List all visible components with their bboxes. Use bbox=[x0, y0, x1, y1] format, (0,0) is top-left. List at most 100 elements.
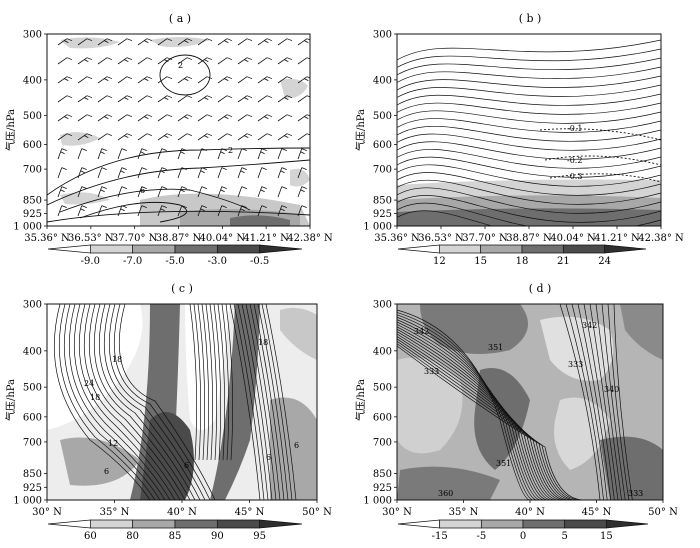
colorbar-segment bbox=[397, 244, 440, 254]
colorbar-segment bbox=[174, 244, 218, 254]
wind-barb bbox=[177, 167, 187, 179]
x-tick-label: 40.04° N bbox=[550, 233, 596, 244]
colorbar-segment bbox=[480, 519, 524, 529]
wind-barb bbox=[117, 186, 127, 198]
panel-b-contour-label: -0.2 bbox=[567, 156, 582, 165]
wind-barb bbox=[137, 57, 153, 65]
wind-barb bbox=[137, 167, 147, 179]
wind-barb bbox=[177, 114, 193, 122]
wind-barb bbox=[217, 186, 227, 198]
panel-c-contour-label: 6 bbox=[294, 441, 299, 450]
x-tick-label: 36.53° N bbox=[418, 233, 464, 244]
contour-line bbox=[189, 304, 198, 461]
x-tick-label: 40° N bbox=[167, 507, 197, 518]
panel-a-field bbox=[47, 34, 310, 226]
contour-line bbox=[53, 304, 151, 500]
wind-barb bbox=[217, 57, 233, 65]
wind-barb bbox=[97, 148, 107, 160]
wind-barb bbox=[177, 186, 187, 198]
panel-c-field bbox=[47, 304, 317, 500]
contour-line bbox=[213, 304, 222, 461]
x-tick-label: 42.38° N bbox=[638, 233, 684, 244]
streamline bbox=[397, 75, 661, 91]
contour-line bbox=[571, 304, 608, 500]
y-tick-label: 700 bbox=[23, 165, 42, 176]
wind-barb bbox=[277, 186, 287, 198]
contour-line bbox=[613, 304, 633, 500]
x-tick-label: 50° N bbox=[302, 507, 332, 518]
streamline bbox=[397, 141, 661, 160]
wind-barb bbox=[117, 76, 133, 84]
y-tick-label: 600 bbox=[373, 140, 392, 151]
wind-barb bbox=[117, 95, 133, 103]
contour-line bbox=[565, 304, 604, 500]
colorbar-label: 15 bbox=[474, 256, 487, 267]
x-tick-label: 38.87° N bbox=[506, 233, 552, 244]
contour-line bbox=[397, 326, 556, 500]
wind-barb bbox=[117, 133, 133, 141]
wind-barb bbox=[157, 133, 173, 141]
wind-barb bbox=[197, 133, 213, 141]
colorbar-segment bbox=[438, 244, 482, 254]
panel-b-field bbox=[397, 34, 661, 226]
x-tick-label: 40.04° N bbox=[200, 233, 246, 244]
panel-d-contour-label: 351 bbox=[496, 459, 511, 468]
wind-barb bbox=[57, 57, 73, 65]
colorbar-segment bbox=[259, 519, 303, 529]
wind-barb bbox=[197, 76, 213, 84]
colorbar-segment bbox=[132, 244, 176, 254]
wind-barb bbox=[177, 95, 193, 103]
contour-line bbox=[397, 324, 552, 500]
contour-line bbox=[397, 321, 549, 500]
wind-barb bbox=[117, 38, 133, 46]
wind-barb bbox=[277, 205, 287, 217]
y-tick-label: 300 bbox=[23, 30, 42, 41]
wind-barb bbox=[137, 76, 153, 84]
panel-d-contour-label: 351 bbox=[488, 343, 503, 352]
wind-barb bbox=[77, 205, 87, 217]
panel-b-contour-label: -0.3 bbox=[567, 172, 582, 181]
panel-d-contour-label: 342 bbox=[582, 321, 597, 330]
y-tick-label: 925 bbox=[373, 483, 392, 494]
panel-d-field bbox=[397, 304, 663, 500]
contour-line bbox=[397, 338, 574, 500]
wind-barb bbox=[157, 148, 167, 160]
x-tick-label: 35° N bbox=[100, 507, 130, 518]
wind-barb bbox=[77, 95, 93, 103]
colorbar-segment bbox=[562, 244, 606, 254]
wind-barb bbox=[77, 148, 87, 160]
colorbar-label: 15 bbox=[600, 531, 613, 542]
wind-barb bbox=[117, 114, 133, 122]
streamline bbox=[397, 187, 661, 214]
panel-c-contour-label: 6 bbox=[184, 461, 189, 470]
streamline bbox=[397, 133, 661, 151]
contour-line bbox=[261, 304, 293, 500]
wind-barb bbox=[117, 205, 127, 217]
contour-line bbox=[397, 312, 534, 500]
panel-a-ylabel: 气压/hPa bbox=[4, 109, 17, 151]
panel-c: ( c ) 气压/hPa 18 24 18 12 6 6 18 6 6 300 4… bbox=[4, 282, 332, 542]
wind-barb bbox=[257, 205, 267, 217]
y-tick-label: 300 bbox=[373, 300, 392, 311]
contour-line bbox=[241, 304, 273, 500]
contour-line bbox=[114, 304, 211, 500]
panel-d: ( d ) 气压/hPa 342 351 342 333 333 340 351… bbox=[354, 282, 678, 542]
wind-barb bbox=[277, 95, 293, 103]
wind-barb bbox=[157, 114, 173, 122]
wind-barb bbox=[217, 114, 233, 122]
wind-barb bbox=[277, 148, 287, 160]
contour-line bbox=[583, 304, 615, 500]
contour-line bbox=[109, 304, 206, 500]
colorbar-label: 18 bbox=[516, 256, 529, 267]
panel-a: ( a ) 气压/hPa 2 2 6 3 bbox=[4, 12, 333, 267]
contour-line bbox=[257, 304, 289, 500]
colorbar-segment bbox=[89, 519, 134, 529]
wind-barb bbox=[157, 205, 167, 217]
wind-barb bbox=[277, 38, 293, 46]
wind-barb bbox=[197, 114, 213, 122]
contour-line bbox=[589, 304, 619, 500]
wind-barb bbox=[197, 95, 213, 103]
colorbar-label: 90 bbox=[211, 531, 224, 542]
panel-c-label: ( c ) bbox=[171, 282, 193, 295]
colorbar-segment bbox=[605, 519, 649, 529]
